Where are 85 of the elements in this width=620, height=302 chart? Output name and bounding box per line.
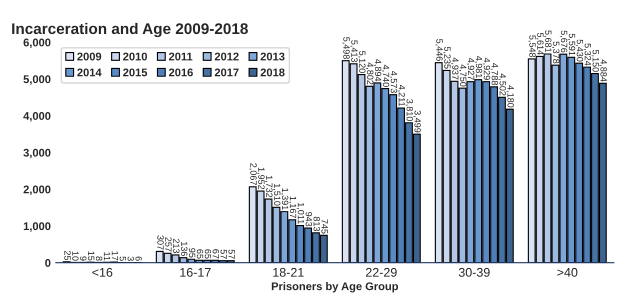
data-label: 5,548 [528,35,536,58]
y-tick-label: 4,000 [23,112,50,122]
x-tick-label: 30-39 [458,268,490,277]
data-label: 5,446 [435,39,443,61]
data-label: 5,235 [443,46,451,69]
data-label: 5,676 [560,30,568,52]
legend-label: 2011 [168,52,192,60]
data-label: 65 [196,249,204,259]
data-label: 25 [64,250,71,260]
data-label: 2,067 [249,163,257,185]
data-label: 307 [157,235,164,250]
data-label: 5,681 [544,30,552,52]
data-label: 4,929 [482,58,490,80]
data-label: 8 [96,256,102,261]
data-label: 67 [212,249,220,258]
data-label: 5 [120,256,126,261]
data-label: 1,167 [288,196,296,218]
data-label: 213 [173,238,180,254]
y-tick-label: 5,000 [23,75,50,85]
data-label: 5,150 [591,50,599,72]
legend-label: 2017 [214,68,239,76]
data-label: 3,810 [405,99,413,122]
y-tick-label: 1,000 [24,222,50,232]
data-label: 4,180 [506,85,514,108]
x-axis-title: Prisoners by Age Group [272,282,398,292]
data-label: 4,750 [458,64,466,86]
data-label: 5,614 [536,32,544,55]
data-label: 17 [112,251,118,260]
data-label: 11 [104,252,110,261]
data-label: 943 [306,212,312,226]
data-label: 1,732 [265,176,273,198]
data-label: 4,573 [390,70,398,93]
data-label: 4,927 [466,58,474,80]
data-label: 4,788 [490,63,498,86]
data-label: 15 [88,251,94,260]
legend-label: 2018 [260,68,285,76]
y-tick-label: 3,000 [23,148,50,158]
data-label: 1,952 [257,168,265,190]
data-label: 65 [204,249,212,259]
data-label: 4,981 [474,56,482,78]
x-tick-label: 22-29 [366,268,397,277]
y-tick-label: 6,000 [24,38,50,48]
data-label: 6 [135,256,142,261]
data-label: 5,430 [576,40,584,62]
legend-label: 2010 [123,52,147,60]
legend-label: 2014 [77,68,102,76]
data-label: 136 [181,242,188,256]
data-label: 4,937 [451,58,459,80]
data-label: 4,802 [366,62,374,84]
data-label: 4,211 [398,84,406,106]
data-label: 4,894 [374,59,382,82]
data-label: 9 [80,256,87,261]
data-label: 5,413 [350,40,358,62]
data-label: 4,502 [498,74,506,96]
data-label: 5,498 [342,37,350,59]
data-label: 813 [314,216,320,232]
x-tick-label: <16 [92,268,112,277]
data-label: 1,510 [272,184,280,206]
data-label: 5,120 [358,50,366,73]
y-tick-label: 0 [45,259,50,267]
data-label: 5,324 [584,44,592,66]
data-label: 95 [188,248,196,258]
data-label: 10 [72,252,79,261]
data-label: 3 [128,256,134,261]
legend-label: 2013 [260,52,285,60]
x-tick-label: 18-21 [273,268,304,277]
data-label: 257 [165,237,172,252]
x-tick-label: >40 [557,268,578,277]
chart-title: Incarceration and Age 2009-2018 [12,22,248,38]
data-label: 1,011 [296,202,304,224]
x-tick-label: 16-17 [180,268,211,277]
data-label: 1,391 [280,188,288,210]
data-label: 3,499 [413,110,421,132]
data-label: 57 [220,250,227,259]
legend-label: 2015 [123,68,148,76]
data-label: 4,740 [382,64,390,87]
data-label: 4,884 [599,60,607,82]
data-label: 5,378 [552,42,560,64]
y-tick-label: 2,000 [24,186,50,195]
data-label: 57 [228,250,235,259]
legend-label: 2012 [214,52,239,60]
data-label: 745 [321,219,328,234]
data-label: 5,591 [568,34,576,56]
legend-label: 2009 [77,52,102,60]
legend-label: 2016 [168,68,193,76]
